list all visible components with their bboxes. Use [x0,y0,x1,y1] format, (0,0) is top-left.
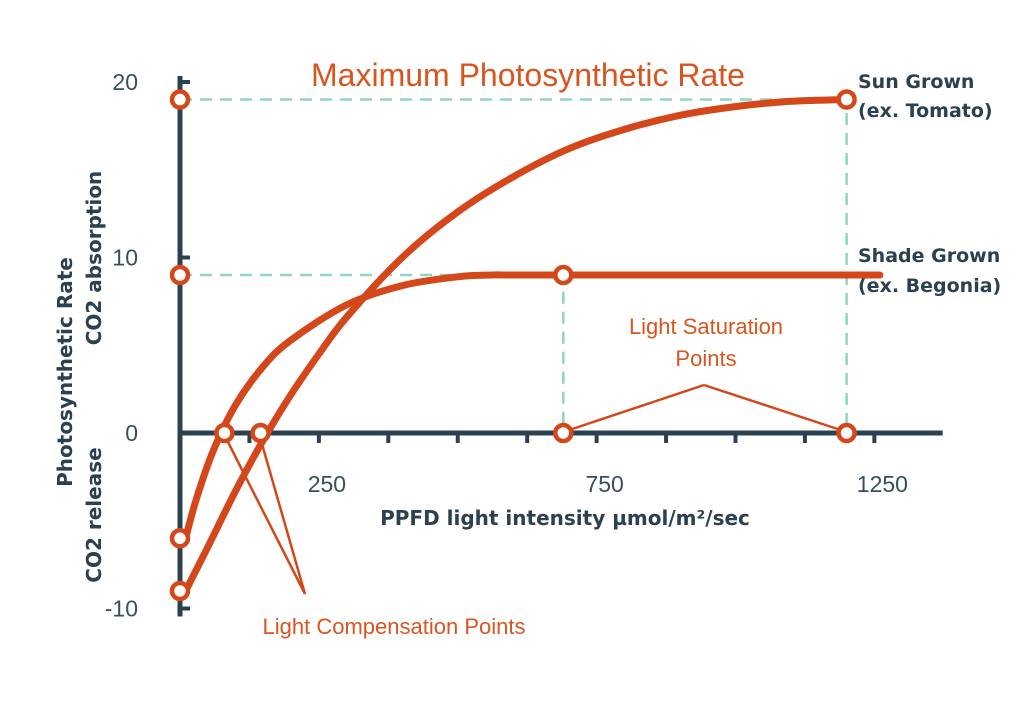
y-axis-title: Photosynthetic Rate [53,257,77,487]
x-tick-label: 750 [585,471,623,497]
chart-title: Maximum Photosynthetic Rate [311,57,745,93]
x-tick-labels: 250 750 1250 [308,471,908,497]
x-tick-label: 250 [308,471,346,497]
series-label-sun-line1: Sun Grown [858,71,974,93]
y-axis-subtitle-release: CO2 release [82,447,106,582]
point-marker [836,422,857,444]
point-marker [169,264,191,286]
pointer-compensation-right [259,438,307,595]
y-tick-labels: 20 10 0 -10 [105,69,138,622]
y-axis-subtitle-absorption: CO2 absorption [82,171,106,346]
y-ticks [180,80,190,611]
annotation-saturation-line1: Light Saturation [629,314,783,339]
x-ticks [247,433,877,443]
point-marker [169,580,191,602]
point-markers [169,89,857,602]
guide-lines [180,98,848,433]
point-marker [250,422,271,444]
x-tick-label: 1250 [857,471,908,497]
point-marker [214,422,235,444]
y-tick-label: 20 [112,69,138,95]
point-marker [169,528,191,549]
y-tick-label: 10 [112,245,138,271]
series-line-sun-grown [182,96,851,595]
guide-sun-saturation [180,98,848,433]
point-marker [836,89,857,110]
series-label-sun-line2: (ex. Tomato) [858,100,993,122]
series-label-shade-line1: Shade Grown [858,245,1000,267]
pointer-saturation-right [703,383,841,432]
x-axis-title: PPFD light intensity µmol/m²/sec [380,506,750,530]
y-tick-label: 0 [125,420,138,446]
annotation-saturation-line2: Points [675,346,736,371]
series-label-shade-line2: (ex. Begonia) [858,275,1001,297]
pointer-saturation-left [568,383,705,432]
series-line-shade-grown [182,271,884,542]
point-marker [553,422,574,444]
pointer-compensation-left [225,438,307,595]
annotation-pointers [225,383,841,595]
annotation-compensation: Light Compensation Points [263,614,526,639]
guide-shade-saturation [180,273,565,433]
point-marker [169,89,191,110]
y-tick-label: -10 [105,596,138,622]
point-marker [553,264,574,286]
